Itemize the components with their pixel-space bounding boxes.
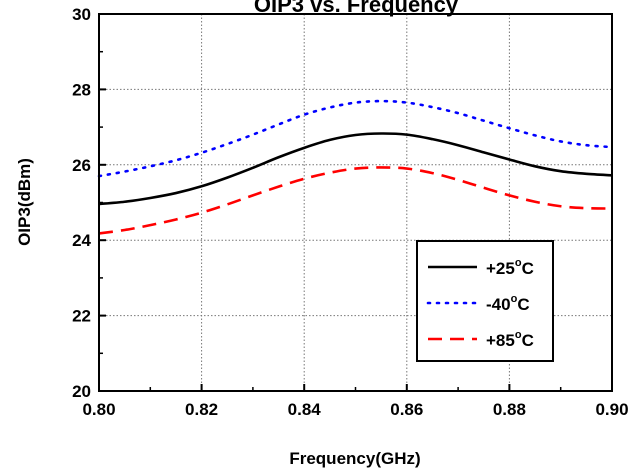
series-lines <box>97 99 614 235</box>
chart-title: OIP3 vs. Frequency <box>254 0 459 17</box>
y-axis-title: OIP3(dBm) <box>15 158 34 246</box>
y-tick-label: 28 <box>72 80 91 99</box>
x-tick-label: 0.80 <box>82 400 115 419</box>
y-tick-label: 22 <box>72 307 91 326</box>
y-tick-label: 26 <box>72 156 91 175</box>
series-line-+85 <box>98 166 613 235</box>
legend-box <box>416 240 554 362</box>
legend: +25oC -40oC +85oC <box>416 240 554 362</box>
series-line--40 <box>97 99 614 178</box>
x-tick-label: 0.82 <box>185 400 218 419</box>
y-tick-label: 24 <box>72 231 91 250</box>
x-tick-label: 0.88 <box>493 400 526 419</box>
legend-label: -40oC <box>486 293 530 314</box>
legend-label: +85oC <box>486 329 534 350</box>
y-tick-label: 20 <box>72 382 91 401</box>
x-tick-label: 0.86 <box>390 400 423 419</box>
x-axis-title: Frequency(GHz) <box>289 449 420 468</box>
series-line-+25 <box>98 132 613 206</box>
axis-ticks: 0.80 0.82 0.84 0.86 0.88 0.90 20 22 24 26 28 30 <box>72 5 628 419</box>
x-tick-label: 0.84 <box>288 400 322 419</box>
legend-label: +25oC <box>486 257 534 278</box>
x-tick-label: 0.90 <box>595 400 628 419</box>
y-tick-label: 30 <box>72 5 91 24</box>
